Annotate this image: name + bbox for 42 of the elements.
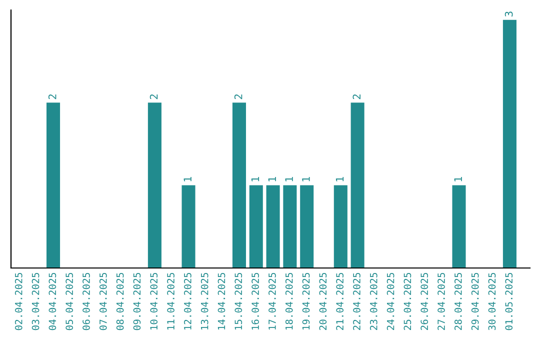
x-tick-label: 07.04.2025 [99,272,107,330]
x-tick-label: 18.04.2025 [285,272,293,330]
x-tick-label: 04.04.2025 [48,272,56,330]
x-tick-label: 27.04.2025 [438,272,445,330]
x-tick-label: 02.04.2025 [14,272,22,330]
x-tick-label: 16.04.2025 [252,272,259,330]
data-label: 3 [504,12,513,16]
data-label: 1 [184,176,192,182]
data-label: 2 [352,94,360,100]
x-tick-label: 08.04.2025 [116,272,124,330]
x-tick-label: 05.04.2025 [66,272,74,330]
x-tick-label: 12.04.2025 [184,272,192,330]
data-label: 2 [234,94,242,100]
data-label: 1 [454,176,462,182]
x-tick-label: 09.04.2025 [133,272,141,330]
x-tick-label: 23.04.2025 [370,272,378,330]
data-label: 2 [150,94,158,100]
x-tick-label: 06.04.2025 [82,272,90,330]
data-label: 1 [285,176,293,182]
x-tick-label: 11.04.2025 [167,272,174,330]
x-tick-label: 30.04.2025 [488,272,496,330]
x-tick-label: 13.04.2025 [200,272,208,330]
x-tick-label: 15.04.2025 [234,272,242,330]
x-tick-label: 28.04.2025 [454,272,462,330]
data-label: 2 [48,94,56,100]
x-tick-label: 20.04.2025 [319,272,327,330]
x-tick-label: 14.04.2025 [218,272,226,330]
x-tick-label: 01.05.2025 [505,272,513,330]
x-tick-label: 25.04.2025 [404,272,412,330]
x-tick-label: 22.04.2025 [353,272,360,330]
data-label: 1 [302,176,310,182]
x-tick-label: 03.04.2025 [32,272,40,330]
x-tick-label: 29.04.2025 [471,272,479,330]
x-tick-label: 17.04.2025 [268,272,276,330]
data-label: 1 [336,176,344,182]
x-tick-label: 10.04.2025 [150,272,158,330]
x-tick-label: 21.04.2025 [336,272,344,330]
x-tick-label: 19.04.2025 [302,272,310,330]
x-tick-label: 26.04.2025 [420,272,428,330]
data-label: 1 [251,176,260,182]
data-label: 1 [268,176,276,182]
x-tick-label: 24.04.2025 [386,272,394,330]
